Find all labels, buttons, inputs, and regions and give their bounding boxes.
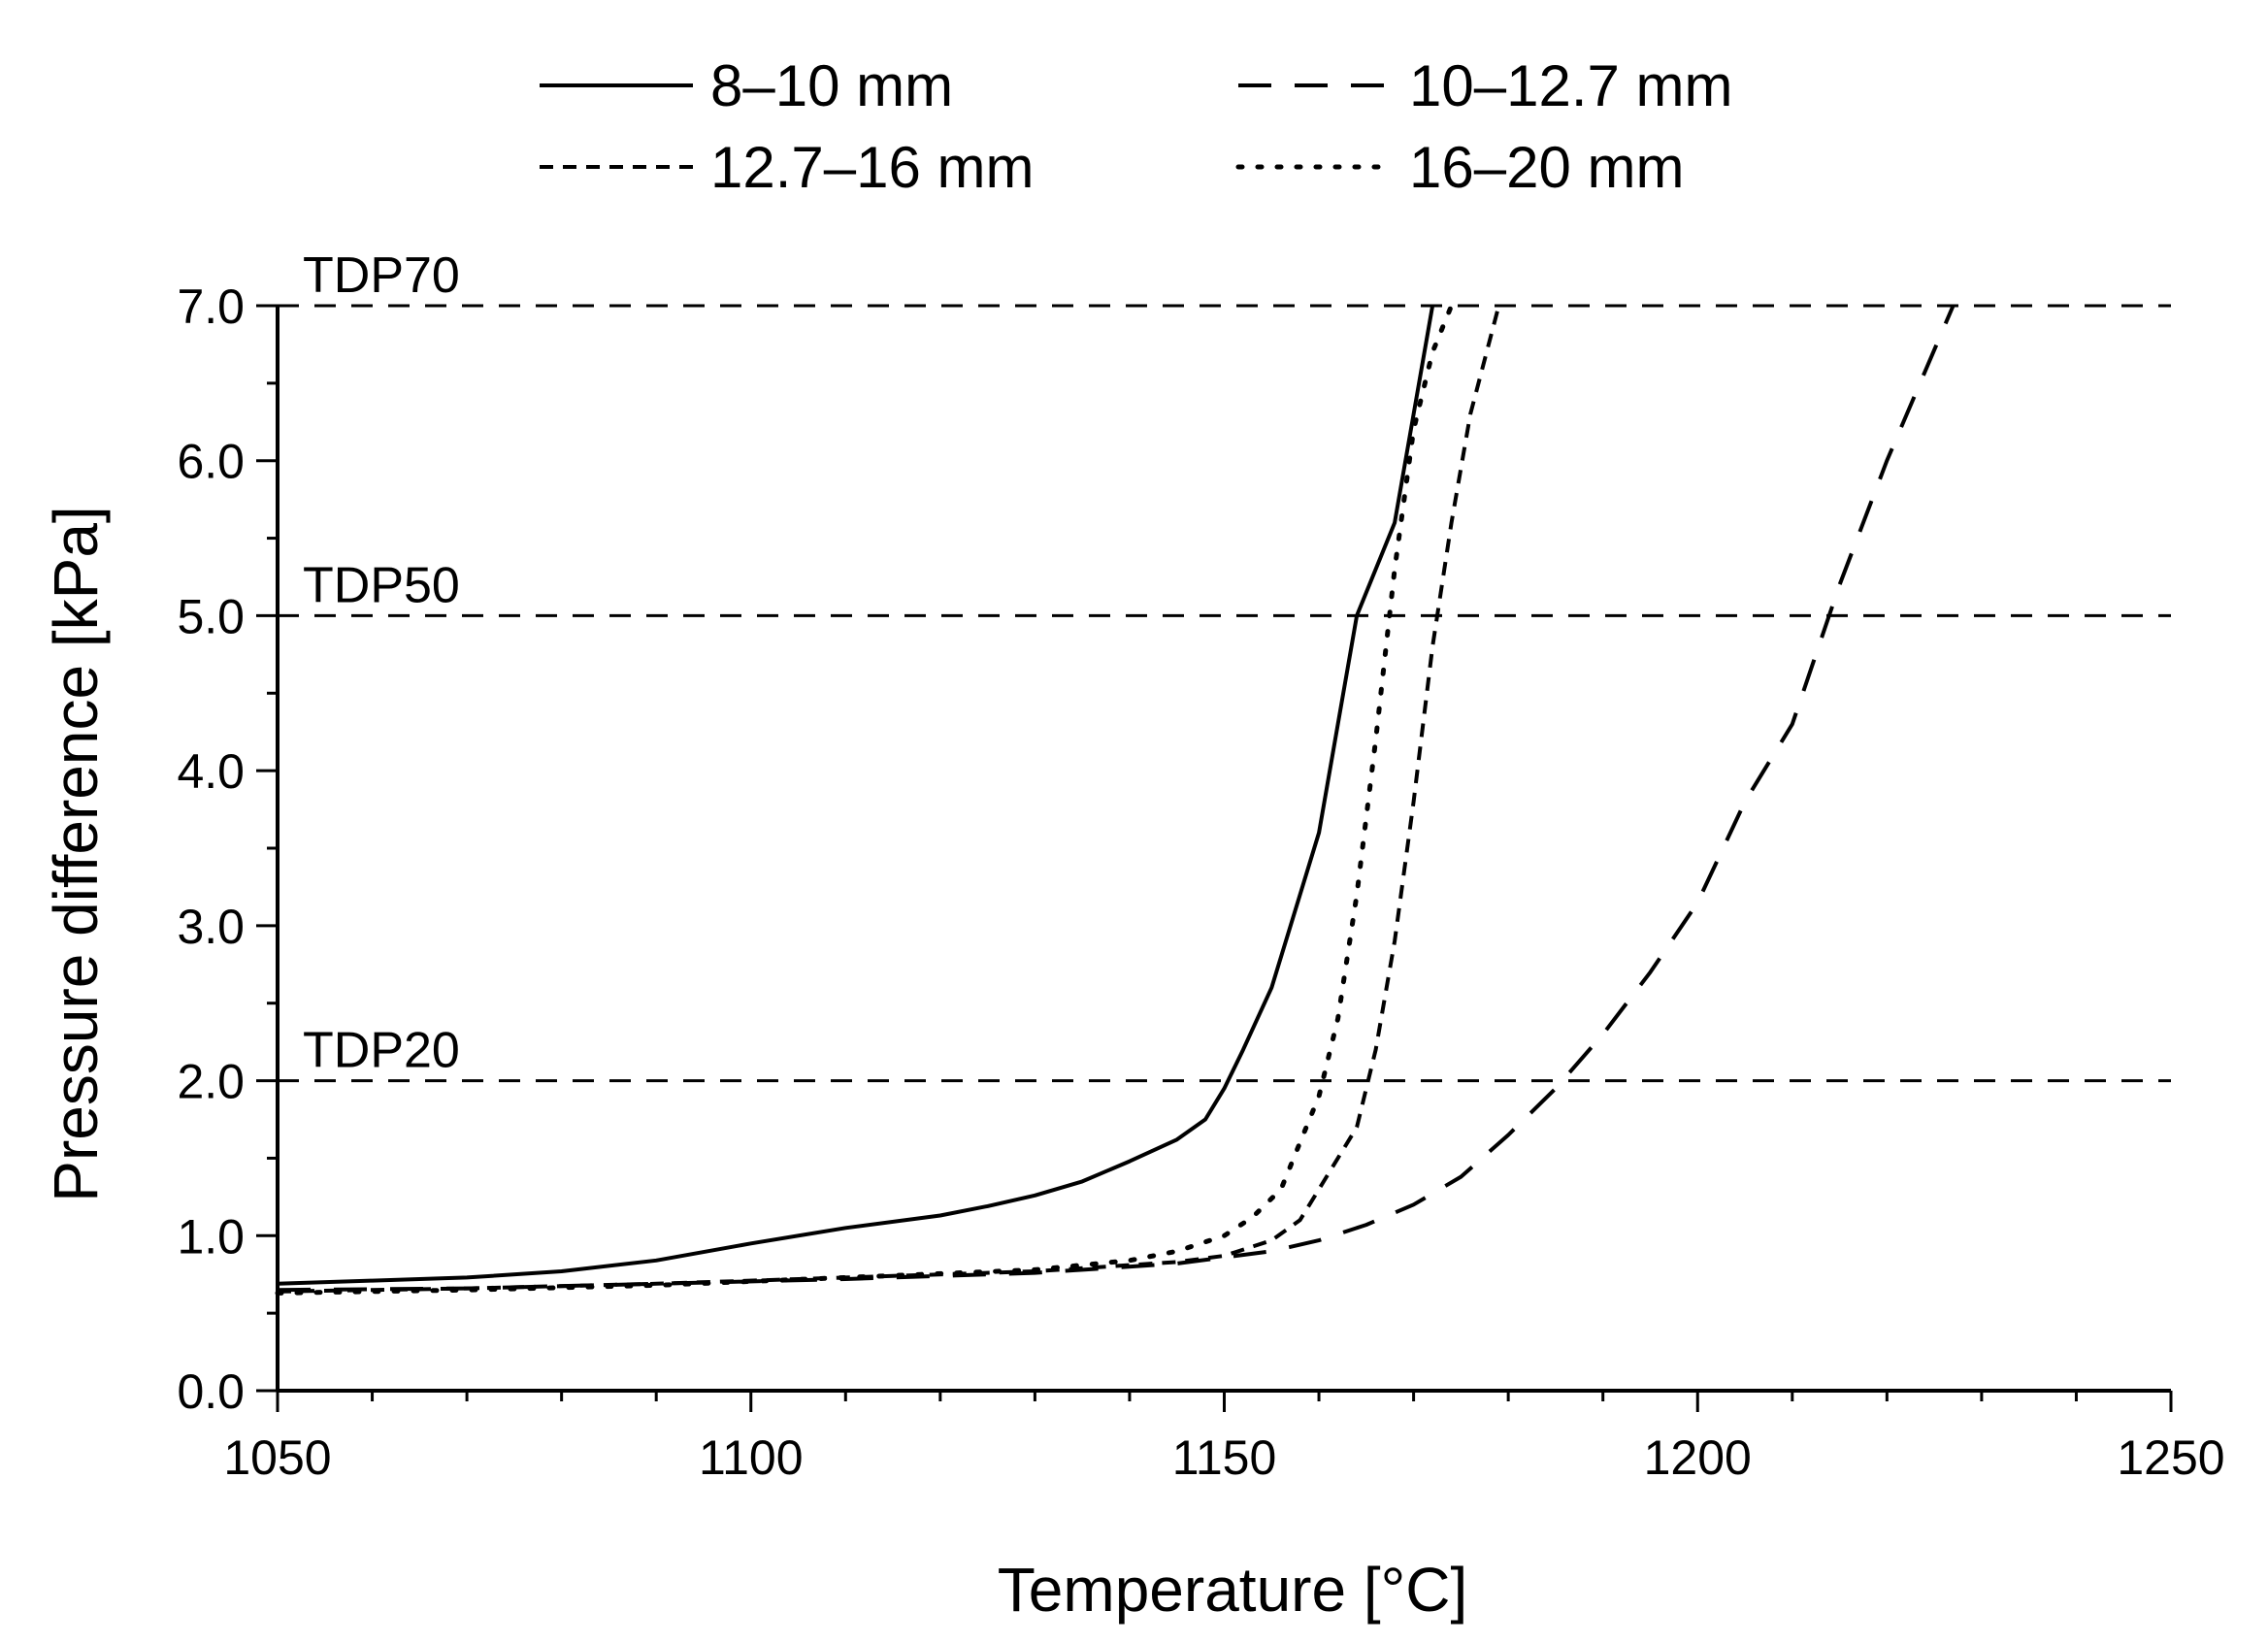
y-tick-label: 1.0 — [177, 1209, 245, 1264]
legend: 8–10 mm 10–12.7 mm 12.7–16 mm 16–20 mm — [540, 53, 1733, 200]
legend-label-4: 16–20 mm — [1409, 135, 1684, 200]
x-axis-title: Temperature [°C] — [998, 1555, 1467, 1625]
y-tick-label: 3.0 — [177, 900, 245, 954]
series-line-4 — [275, 303, 1455, 1296]
threshold-label-tdp20: TDP20 — [303, 1023, 460, 1079]
series-line-3 — [277, 305, 1501, 1294]
x-tick-label: 1250 — [2117, 1430, 2224, 1485]
y-tick-label: 6.0 — [177, 435, 245, 489]
y-tick-label: 5.0 — [177, 589, 245, 643]
x-axis-ticks: 1050 1100 1150 1200 1250 — [223, 1391, 2225, 1485]
threshold-lines: TDP70 TDP50 TDP20 — [278, 247, 2171, 1083]
series-line-2 — [277, 305, 1956, 1293]
y-tick-label: 2.0 — [177, 1055, 245, 1109]
series-lines — [275, 303, 1956, 1296]
x-tick-label: 1050 — [223, 1430, 331, 1485]
y-tick-label: 0.0 — [177, 1364, 245, 1419]
y-tick-label: 7.0 — [177, 279, 245, 334]
x-tick-label: 1200 — [1644, 1430, 1752, 1485]
y-tick-label: 4.0 — [177, 744, 245, 799]
legend-label-2: 10–12.7 mm — [1409, 53, 1733, 118]
y-axis-title: Pressure difference [kPa] — [41, 506, 111, 1201]
axes — [276, 306, 2171, 1393]
x-tick-label: 1150 — [1172, 1430, 1277, 1485]
x-tick-label: 1100 — [699, 1430, 804, 1485]
y-axis-ticks: 0.0 1.0 2.0 3.0 4.0 5.0 6.0 7.0 — [177, 279, 278, 1419]
threshold-label-tdp50: TDP50 — [303, 557, 460, 613]
series-line-1 — [277, 305, 1435, 1286]
legend-label-3: 12.7–16 mm — [710, 135, 1035, 200]
threshold-label-tdp70: TDP70 — [303, 247, 460, 304]
legend-label-1: 8–10 mm — [710, 53, 953, 118]
